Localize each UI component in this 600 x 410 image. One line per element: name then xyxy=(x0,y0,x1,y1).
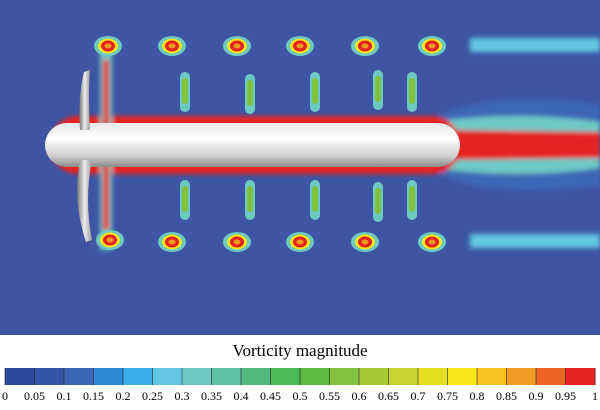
colorbar-tick-label: 0.1 xyxy=(57,389,72,403)
colorbar-tick-label: 0.3 xyxy=(175,389,190,403)
colorbar-tick-label: 0.35 xyxy=(201,389,222,403)
colorbar-segment xyxy=(123,368,153,385)
colorbar-tick-label: 0.25 xyxy=(142,389,163,403)
colorbar-segment xyxy=(5,368,35,385)
colorbar-segment xyxy=(34,368,65,385)
colorbar-segment xyxy=(211,368,242,385)
colorbar-tick-label: 0.85 xyxy=(496,389,517,403)
colorbar-segment xyxy=(241,368,271,385)
colorbar-segment xyxy=(388,368,419,385)
flow-field xyxy=(0,0,600,335)
colorbar-segment xyxy=(182,368,212,385)
colorbar-tick-label: 0.15 xyxy=(83,389,104,403)
colorbar-tick-label: 0.65 xyxy=(378,389,399,403)
colorbar-segment xyxy=(270,368,301,385)
colorbar-tick-label: 0.7 xyxy=(411,389,426,403)
colorbar-segment xyxy=(300,368,330,385)
colorbar-tick-label: 0.8 xyxy=(470,389,485,403)
colorbar-tick-label: 0.6 xyxy=(352,389,367,403)
colorbar-tick-label: 0.75 xyxy=(437,389,458,403)
colorbar-tick-label: 0.2 xyxy=(116,389,131,403)
colorbar-segment xyxy=(565,368,596,385)
colorbar-tick-label: 0.95 xyxy=(555,389,576,403)
hull xyxy=(45,123,460,167)
colorbar: 0 0.05 0.1 0.15 0.2 0.25 0.3 0.35 0.4 0.45 0.5 0.55… xyxy=(2,368,598,403)
colorbar-segment xyxy=(152,368,183,385)
colorbar-segment xyxy=(329,368,360,385)
colorbar-tick-label: 0.9 xyxy=(529,389,544,403)
colorbar-tick-label: 0.5 xyxy=(293,389,308,403)
colorbar-segment xyxy=(64,368,94,385)
propeller xyxy=(77,70,92,242)
colorbar-segment xyxy=(506,368,537,385)
colorbar-segment xyxy=(477,368,507,385)
colorbar-tick-label: 0.05 xyxy=(24,389,45,403)
colorbar-segment xyxy=(536,368,566,385)
colorbar-tick-label: 0.45 xyxy=(260,389,281,403)
colorbar-segment xyxy=(447,368,478,385)
colorbar-segment xyxy=(359,368,389,385)
colorbar-segment xyxy=(93,368,124,385)
colorbar-tick-label: 0.55 xyxy=(319,389,340,403)
colorbar-tick-label: 0.4 xyxy=(234,389,249,403)
colorbar-tick-label: 0 xyxy=(2,389,8,403)
colorbar-segment xyxy=(418,368,448,385)
colorbar-title: Vorticity magnitude xyxy=(232,341,367,360)
colorbar-tick-label: 1 xyxy=(592,389,598,403)
